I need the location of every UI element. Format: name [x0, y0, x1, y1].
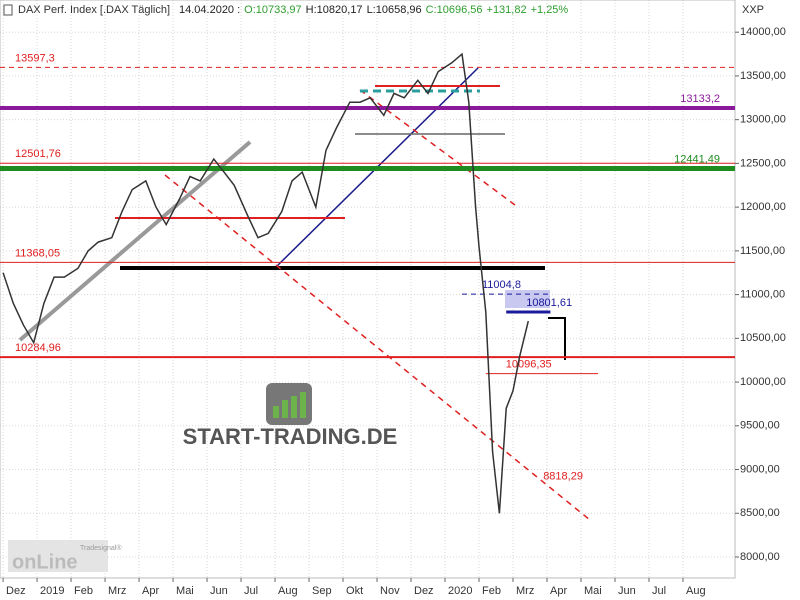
- level-label: 10096,35: [506, 359, 552, 371]
- header-item: C:10696,56: [426, 4, 483, 16]
- y-tick-label: 9000,00: [740, 463, 780, 475]
- x-tick-label: 2020: [448, 585, 472, 597]
- x-tick-label: Jun: [210, 585, 228, 597]
- header-values: 14.04.2020 : O:10733,97 H:10820,17 L:10658,…: [179, 4, 568, 16]
- trend-line: [18, 140, 252, 342]
- x-tick-label: Jul: [652, 585, 666, 597]
- logo-small: Tradesignal®: [80, 544, 122, 552]
- axis-unit: XXP: [742, 4, 764, 16]
- watermark-logo: [266, 383, 312, 425]
- header-symbol: DAX Perf. Index [.DAX Täglich]: [18, 4, 170, 16]
- header: DAX Perf. Index [.DAX Täglich] 14.04.2020…: [3, 4, 568, 16]
- x-tick-label: Dez: [6, 585, 26, 597]
- x-tick-label: Mrz: [108, 585, 126, 597]
- x-tick-label: Apr: [550, 585, 567, 597]
- y-tick-label: 11500,00: [740, 245, 785, 257]
- x-tick-label: Aug: [686, 585, 706, 597]
- x-tick-label: 2019: [40, 585, 64, 597]
- y-tick-label: 12500,00: [740, 157, 786, 169]
- y-tick-label: 12000,00: [740, 201, 786, 213]
- header-item: H:10820,17: [306, 4, 363, 16]
- y-tick-label: 13000,00: [740, 114, 786, 126]
- y-tick-label: 8000,00: [740, 551, 780, 563]
- x-tick-label: Feb: [74, 585, 93, 597]
- header-item: +1,25%: [531, 4, 569, 16]
- x-tick-label: Sep: [312, 585, 332, 597]
- x-tick-label: Apr: [142, 585, 159, 597]
- y-tick-label: 13500,00: [740, 70, 786, 82]
- y-tick-label: 10500,00: [740, 332, 786, 344]
- plot-frame: [0, 0, 736, 579]
- level-label: 11368,05: [15, 247, 60, 259]
- x-tick-label: Jun: [618, 585, 636, 597]
- level-label: 10284,96: [15, 342, 61, 354]
- header-item: O:10733,97: [244, 4, 302, 16]
- level-label: 12501,76: [15, 148, 61, 160]
- arrow: [548, 317, 566, 360]
- price-line: [2, 52, 530, 514]
- x-tick-label: Mrz: [516, 585, 534, 597]
- watermark-brand: START-TRADING.DE: [183, 424, 398, 449]
- header-item: +131,82: [487, 4, 527, 16]
- x-tick-label: Feb: [482, 585, 501, 597]
- y-tick-label: 9500,00: [740, 420, 780, 432]
- y-tick-label: 8500,00: [740, 507, 780, 519]
- level-label: 11004,8: [482, 279, 521, 291]
- x-tick-label: Dez: [414, 585, 434, 597]
- y-tick-label: 14000,00: [740, 26, 786, 38]
- x-tick-label: Okt: [346, 585, 363, 597]
- level-label: 10801,61: [526, 297, 572, 309]
- trend-line: [164, 174, 591, 521]
- y-tick-label: 11000,00: [740, 289, 785, 301]
- x-tick-label: Jul: [244, 585, 258, 597]
- header-item: 14.04.2020 :: [179, 4, 240, 16]
- logo-big: onLine: [12, 551, 78, 573]
- level-label: 13597,3: [15, 52, 55, 64]
- header-item: L:10658,96: [367, 4, 422, 16]
- y-tick-label: 10000,00: [740, 376, 786, 388]
- x-tick-label: Mai: [176, 585, 194, 597]
- level-label: 12441,49: [674, 153, 720, 165]
- x-tick-label: Aug: [278, 585, 298, 597]
- level-label: 13133,2: [680, 93, 720, 105]
- header-icon: [3, 4, 13, 16]
- x-tick-label: Nov: [380, 585, 400, 597]
- logo-box: [8, 540, 108, 572]
- x-tick-label: Mai: [584, 585, 602, 597]
- level-label: 8818,29: [543, 470, 583, 482]
